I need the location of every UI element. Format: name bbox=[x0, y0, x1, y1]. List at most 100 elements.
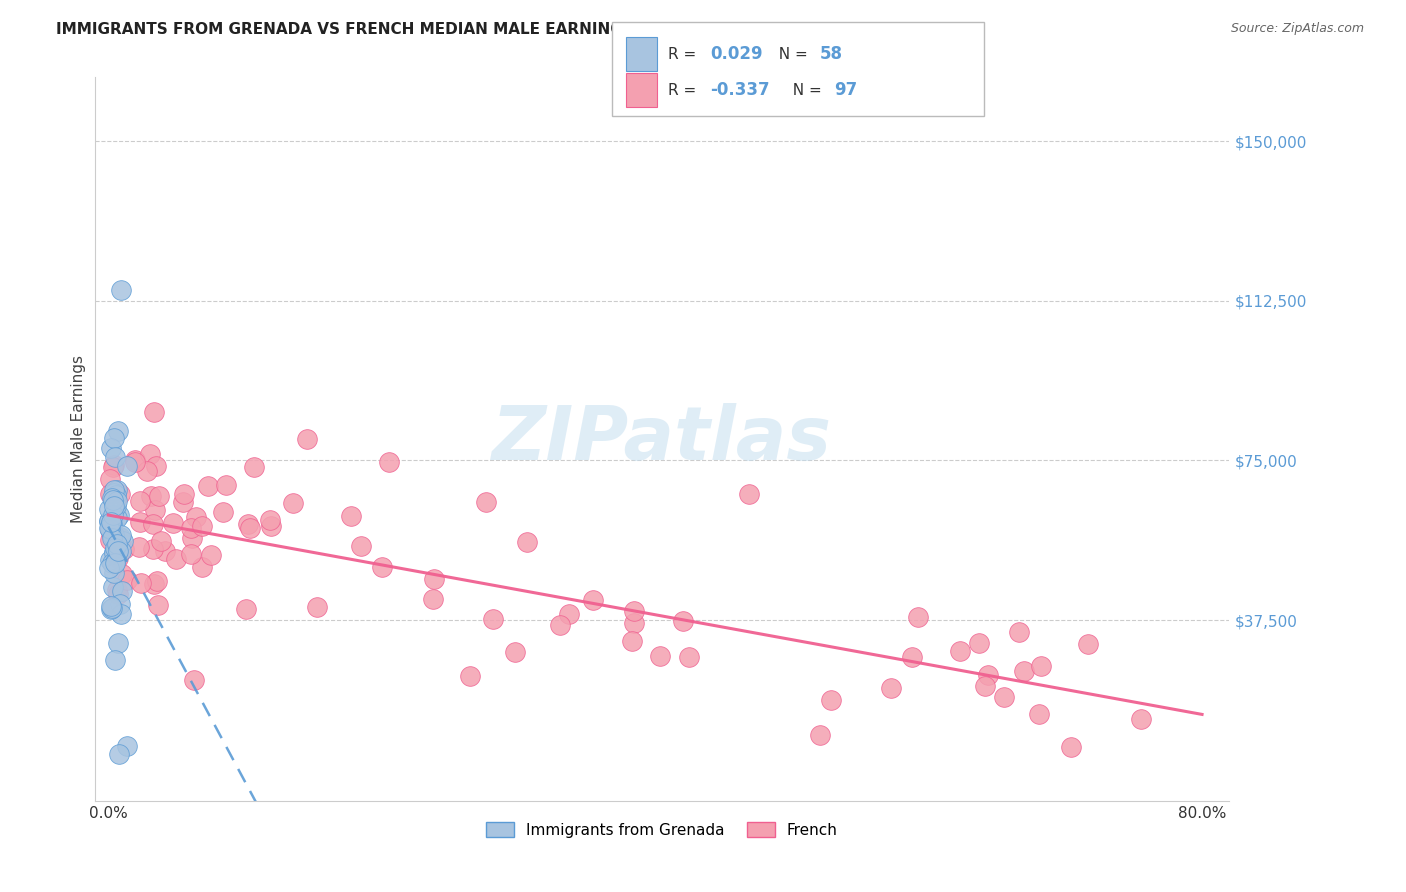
Point bbox=[880, 681, 903, 696]
Point bbox=[104, 529, 127, 543]
Point bbox=[142, 516, 165, 531]
Point bbox=[100, 602, 122, 616]
Point bbox=[107, 587, 129, 601]
Point bbox=[458, 669, 481, 683]
Point bbox=[146, 574, 169, 589]
Point bbox=[98, 514, 121, 528]
Point bbox=[516, 535, 538, 549]
Point bbox=[1008, 624, 1031, 639]
Point bbox=[236, 517, 259, 532]
Point bbox=[107, 424, 129, 438]
Point bbox=[105, 537, 128, 551]
Point bbox=[105, 510, 128, 524]
Point bbox=[623, 604, 645, 618]
Point bbox=[129, 576, 152, 591]
Point bbox=[104, 556, 127, 570]
Legend: Immigrants from Grenada, French: Immigrants from Grenada, French bbox=[479, 815, 844, 844]
Point bbox=[100, 441, 122, 455]
Point bbox=[503, 645, 526, 659]
Point bbox=[101, 527, 124, 541]
Point bbox=[378, 455, 401, 469]
Point bbox=[110, 528, 132, 542]
Point bbox=[260, 519, 283, 533]
Point bbox=[340, 509, 363, 524]
Point bbox=[103, 528, 125, 542]
Point bbox=[101, 517, 124, 532]
Point bbox=[482, 612, 505, 626]
Point bbox=[139, 489, 162, 503]
Point bbox=[281, 496, 304, 510]
Point bbox=[180, 531, 202, 545]
Point bbox=[162, 516, 184, 531]
Point bbox=[103, 499, 125, 513]
Point bbox=[1077, 636, 1099, 650]
Text: -0.337: -0.337 bbox=[710, 81, 769, 99]
Point bbox=[350, 539, 373, 553]
Point bbox=[149, 534, 172, 549]
Point bbox=[97, 521, 120, 535]
Point bbox=[142, 541, 165, 556]
Point bbox=[295, 432, 318, 446]
Point bbox=[153, 544, 176, 558]
Point bbox=[142, 576, 165, 591]
Point bbox=[371, 560, 394, 574]
Point bbox=[105, 494, 128, 508]
Point bbox=[104, 534, 127, 549]
Point bbox=[738, 487, 761, 501]
Point bbox=[558, 607, 581, 622]
Text: IMMIGRANTS FROM GRENADA VS FRENCH MEDIAN MALE EARNINGS CORRELATION CHART: IMMIGRANTS FROM GRENADA VS FRENCH MEDIAN… bbox=[56, 22, 823, 37]
Point bbox=[108, 597, 131, 611]
Point bbox=[107, 544, 129, 558]
Point bbox=[110, 544, 132, 558]
Point bbox=[101, 580, 124, 594]
Text: Source: ZipAtlas.com: Source: ZipAtlas.com bbox=[1230, 22, 1364, 36]
Point bbox=[110, 607, 132, 622]
Point bbox=[139, 447, 162, 461]
Point bbox=[548, 618, 571, 632]
Point bbox=[103, 431, 125, 445]
Point bbox=[242, 459, 264, 474]
Point bbox=[215, 478, 238, 492]
Text: 97: 97 bbox=[834, 81, 858, 99]
Point bbox=[105, 488, 128, 502]
Point bbox=[186, 509, 208, 524]
Point bbox=[111, 567, 134, 582]
Y-axis label: Median Male Earnings: Median Male Earnings bbox=[72, 355, 86, 524]
Point bbox=[98, 524, 121, 538]
Point bbox=[111, 583, 134, 598]
Point bbox=[103, 483, 125, 498]
Point bbox=[105, 582, 128, 597]
Text: R =: R = bbox=[668, 83, 702, 97]
Point bbox=[105, 483, 128, 497]
Point bbox=[190, 559, 212, 574]
Text: 0.029: 0.029 bbox=[710, 45, 762, 63]
Text: N =: N = bbox=[783, 83, 827, 97]
Point bbox=[98, 472, 121, 486]
Point bbox=[104, 555, 127, 569]
Point bbox=[993, 690, 1015, 704]
Point bbox=[98, 533, 121, 547]
Point bbox=[104, 450, 127, 464]
Point bbox=[98, 487, 121, 501]
Point bbox=[98, 561, 121, 575]
Point bbox=[180, 520, 202, 534]
Point bbox=[148, 489, 170, 503]
Point bbox=[100, 516, 122, 531]
Point bbox=[103, 460, 125, 475]
Point bbox=[103, 546, 125, 560]
Point bbox=[422, 572, 444, 586]
Point bbox=[103, 566, 125, 580]
Point bbox=[111, 534, 134, 549]
Point bbox=[97, 514, 120, 528]
Point bbox=[103, 485, 125, 500]
Point bbox=[101, 491, 124, 505]
Point bbox=[143, 405, 166, 419]
Point bbox=[235, 601, 257, 615]
Point bbox=[212, 505, 235, 519]
Point bbox=[107, 551, 129, 566]
Point bbox=[173, 486, 195, 500]
Point bbox=[172, 495, 194, 509]
Point bbox=[117, 573, 139, 587]
Point bbox=[115, 739, 138, 753]
Point bbox=[101, 600, 124, 615]
